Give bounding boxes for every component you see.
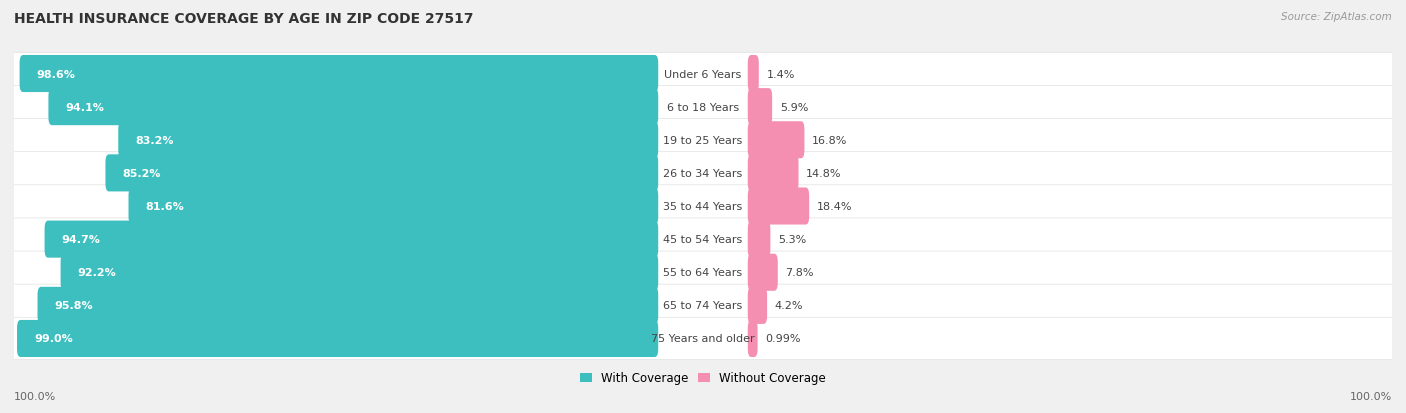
FancyBboxPatch shape bbox=[20, 56, 658, 93]
FancyBboxPatch shape bbox=[105, 155, 658, 192]
FancyBboxPatch shape bbox=[748, 320, 758, 357]
FancyBboxPatch shape bbox=[13, 318, 1393, 360]
Text: 100.0%: 100.0% bbox=[14, 391, 56, 401]
Text: 94.7%: 94.7% bbox=[62, 235, 101, 244]
Text: 14.8%: 14.8% bbox=[806, 169, 842, 178]
Text: 95.8%: 95.8% bbox=[55, 301, 93, 311]
FancyBboxPatch shape bbox=[13, 119, 1393, 161]
FancyBboxPatch shape bbox=[748, 56, 759, 93]
FancyBboxPatch shape bbox=[748, 122, 804, 159]
Text: 65 to 74 Years: 65 to 74 Years bbox=[664, 301, 742, 311]
Text: 92.2%: 92.2% bbox=[77, 268, 117, 278]
FancyBboxPatch shape bbox=[13, 152, 1393, 195]
FancyBboxPatch shape bbox=[748, 155, 799, 192]
Text: 100.0%: 100.0% bbox=[1350, 391, 1392, 401]
FancyBboxPatch shape bbox=[13, 86, 1393, 128]
Text: 7.8%: 7.8% bbox=[786, 268, 814, 278]
Text: 19 to 25 Years: 19 to 25 Years bbox=[664, 135, 742, 145]
Text: 81.6%: 81.6% bbox=[146, 202, 184, 211]
Text: 6 to 18 Years: 6 to 18 Years bbox=[666, 102, 740, 112]
Text: Source: ZipAtlas.com: Source: ZipAtlas.com bbox=[1281, 12, 1392, 22]
Text: 16.8%: 16.8% bbox=[813, 135, 848, 145]
FancyBboxPatch shape bbox=[17, 320, 658, 357]
Text: 83.2%: 83.2% bbox=[135, 135, 174, 145]
Text: 45 to 54 Years: 45 to 54 Years bbox=[664, 235, 742, 244]
FancyBboxPatch shape bbox=[13, 285, 1393, 327]
Text: 98.6%: 98.6% bbox=[37, 69, 76, 79]
FancyBboxPatch shape bbox=[748, 89, 772, 126]
Text: 4.2%: 4.2% bbox=[775, 301, 803, 311]
FancyBboxPatch shape bbox=[748, 188, 810, 225]
FancyBboxPatch shape bbox=[748, 287, 768, 324]
FancyBboxPatch shape bbox=[13, 185, 1393, 228]
Text: 35 to 44 Years: 35 to 44 Years bbox=[664, 202, 742, 211]
FancyBboxPatch shape bbox=[748, 221, 770, 258]
Text: 99.0%: 99.0% bbox=[34, 334, 73, 344]
Text: 26 to 34 Years: 26 to 34 Years bbox=[664, 169, 742, 178]
FancyBboxPatch shape bbox=[13, 53, 1393, 95]
FancyBboxPatch shape bbox=[45, 221, 658, 258]
Text: 5.3%: 5.3% bbox=[778, 235, 806, 244]
FancyBboxPatch shape bbox=[748, 254, 778, 291]
Text: 0.99%: 0.99% bbox=[765, 334, 800, 344]
Text: 75 Years and older: 75 Years and older bbox=[651, 334, 755, 344]
FancyBboxPatch shape bbox=[13, 218, 1393, 261]
Text: Under 6 Years: Under 6 Years bbox=[665, 69, 741, 79]
FancyBboxPatch shape bbox=[118, 122, 658, 159]
Text: 55 to 64 Years: 55 to 64 Years bbox=[664, 268, 742, 278]
FancyBboxPatch shape bbox=[38, 287, 658, 324]
Text: 5.9%: 5.9% bbox=[780, 102, 808, 112]
Text: 85.2%: 85.2% bbox=[122, 169, 162, 178]
FancyBboxPatch shape bbox=[60, 254, 658, 291]
Text: 1.4%: 1.4% bbox=[766, 69, 794, 79]
Text: 18.4%: 18.4% bbox=[817, 202, 852, 211]
FancyBboxPatch shape bbox=[128, 188, 658, 225]
Legend: With Coverage, Without Coverage: With Coverage, Without Coverage bbox=[575, 367, 831, 389]
Text: HEALTH INSURANCE COVERAGE BY AGE IN ZIP CODE 27517: HEALTH INSURANCE COVERAGE BY AGE IN ZIP … bbox=[14, 12, 474, 26]
Text: 94.1%: 94.1% bbox=[66, 102, 104, 112]
FancyBboxPatch shape bbox=[48, 89, 658, 126]
FancyBboxPatch shape bbox=[13, 252, 1393, 294]
